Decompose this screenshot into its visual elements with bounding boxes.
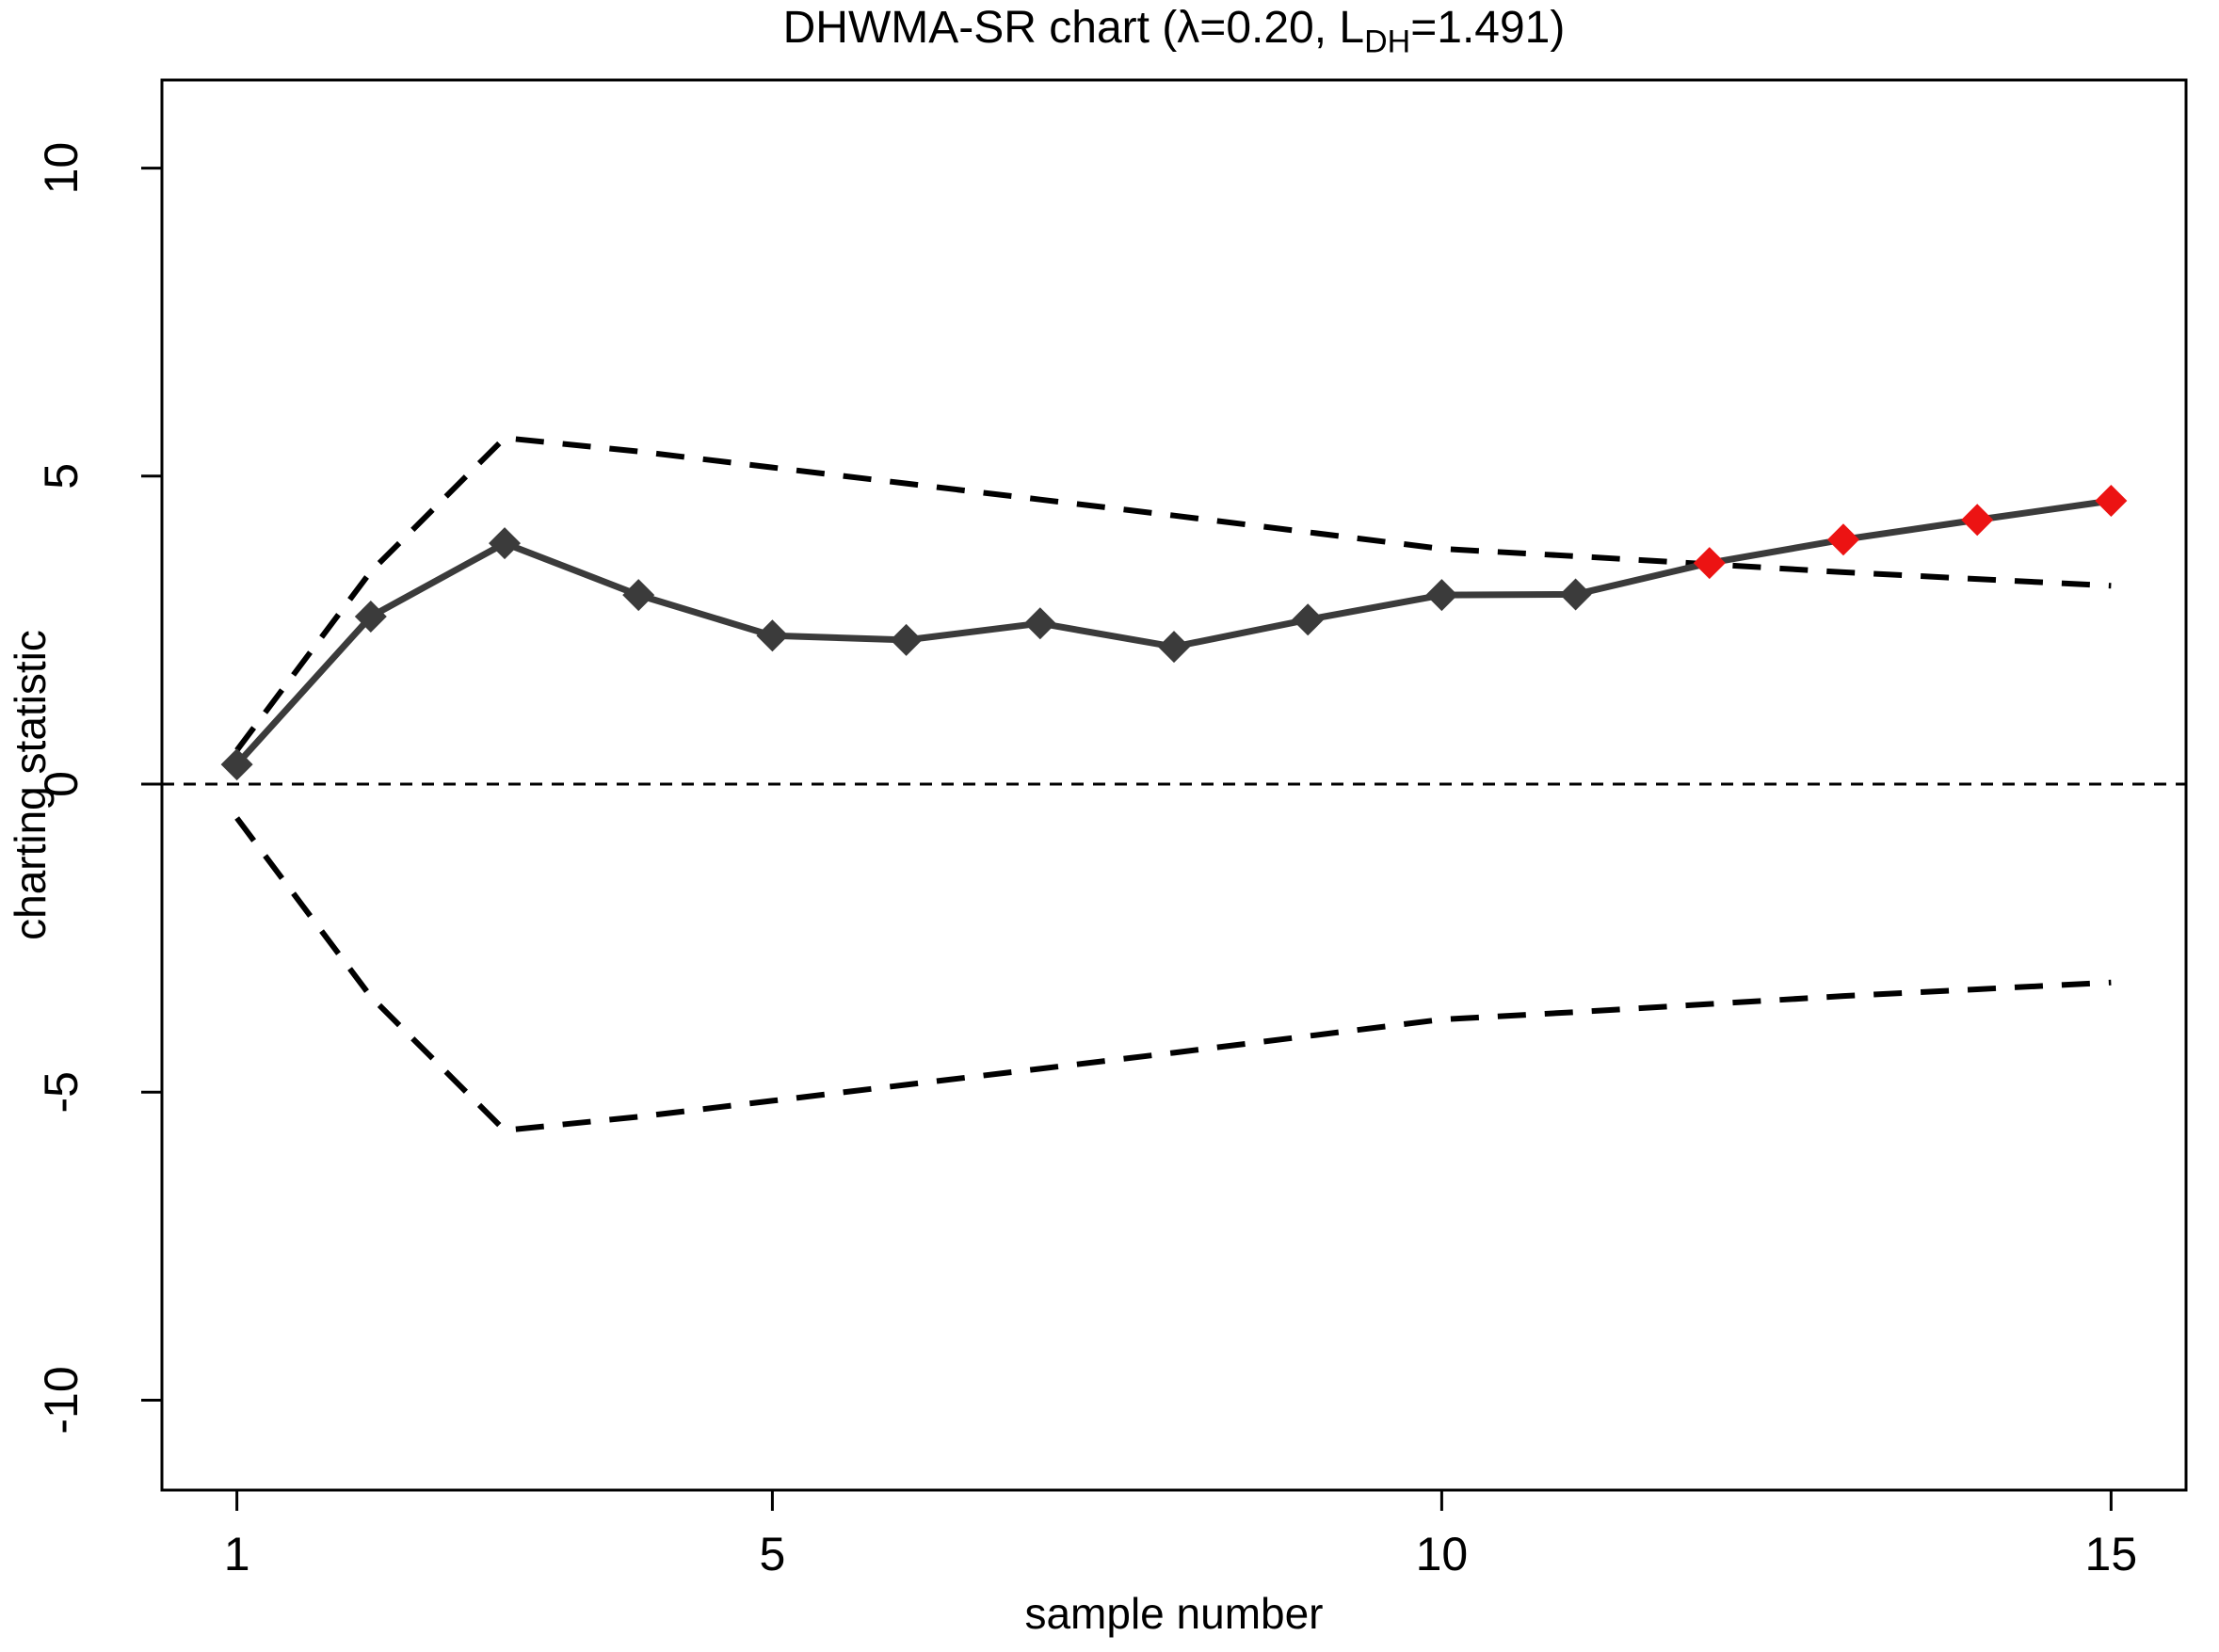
y-axis-tick-label: 5 xyxy=(35,463,88,489)
data-point xyxy=(1292,603,1325,636)
y-axis-tick-label: 0 xyxy=(35,771,88,797)
data-point xyxy=(622,579,655,612)
x-axis-tick-label: 1 xyxy=(224,1528,250,1580)
data-point xyxy=(1158,631,1190,664)
data-point xyxy=(756,619,789,652)
data-point-out-of-control xyxy=(1961,504,1994,537)
data-point-out-of-control xyxy=(1826,523,1859,556)
data-point xyxy=(1023,607,1056,640)
y-axis-tick-label: -5 xyxy=(35,1071,88,1113)
x-axis-tick-label: 5 xyxy=(760,1528,786,1580)
data-point-out-of-control xyxy=(2095,484,2128,517)
data-point xyxy=(354,601,387,634)
y-axis-tick-label: 10 xyxy=(35,142,88,195)
y-axis-tick-label: -10 xyxy=(35,1366,88,1434)
chart-title-subscript: DH xyxy=(1364,24,1411,60)
data-point xyxy=(890,623,923,656)
y-axis-label: charting statistic xyxy=(6,630,55,940)
axis-ticks xyxy=(141,167,2113,1511)
chart-title: DHWMA-SR chart (λ=0.20, LDH=1.491) xyxy=(162,3,2186,58)
lower-control-limit-line xyxy=(234,816,2112,1133)
x-axis-tick-label: 15 xyxy=(2085,1528,2138,1580)
chart-title-suffix: =1.491) xyxy=(1410,3,1566,53)
data-point xyxy=(1425,579,1458,612)
x-axis-tick-label: 10 xyxy=(1416,1528,1469,1580)
data-point xyxy=(220,748,253,781)
data-point-out-of-control xyxy=(1693,547,1726,580)
chart-title-prefix: DHWMA-SR chart (λ=0.20, L xyxy=(782,3,1365,53)
data-points xyxy=(220,484,2128,781)
x-axis-label: sample number xyxy=(1024,1589,1323,1638)
control-limit-lines xyxy=(234,435,2112,1133)
data-point xyxy=(489,527,522,560)
data-point xyxy=(1559,578,1592,611)
plot-area-border xyxy=(160,78,2188,1492)
upper-control-limit-line xyxy=(234,435,2112,752)
